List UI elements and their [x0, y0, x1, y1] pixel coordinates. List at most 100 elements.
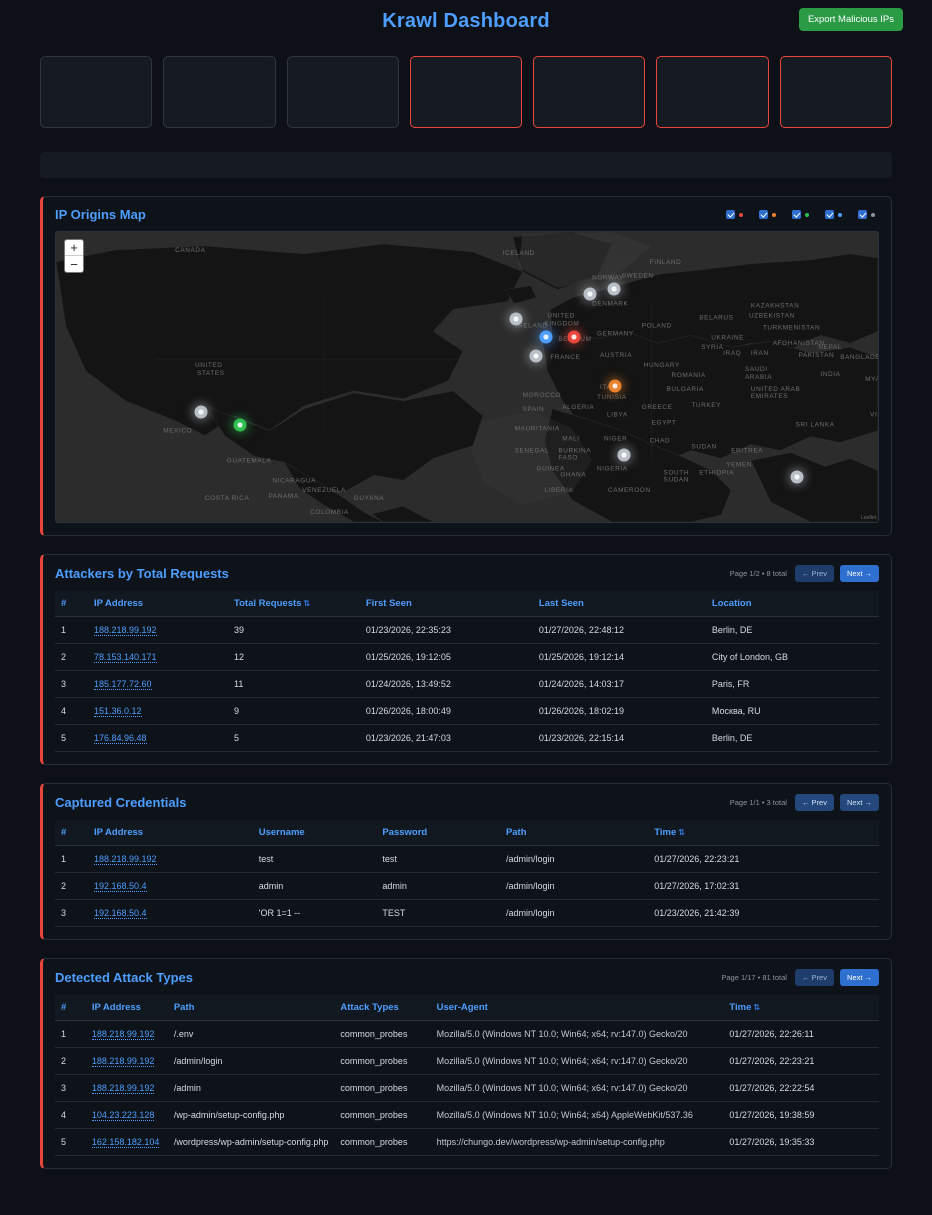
legend-item[interactable] — [792, 210, 813, 219]
marker-gulf-coast[interactable] — [233, 418, 247, 432]
svg-text:NICARAGUA: NICARAGUA — [272, 477, 316, 484]
column-header[interactable]: Username — [252, 820, 377, 846]
column-header[interactable]: User-Agent — [430, 995, 724, 1021]
export-malicious-ips-button[interactable]: Export Malicious IPs — [798, 8, 903, 31]
stat-card-row — [0, 46, 932, 128]
ip-address-link[interactable]: 188.218.99.192 — [91, 1083, 155, 1094]
ip-address-link[interactable]: 192.168.50.4 — [93, 908, 147, 919]
svg-text:YEMEN: YEMEN — [726, 461, 752, 468]
ip-address-link[interactable]: 188.218.99.192 — [91, 1056, 155, 1067]
legend-checkbox-icon[interactable] — [858, 210, 867, 219]
marker-france[interactable] — [529, 349, 543, 363]
attack-types-prev-button[interactable]: ← Prev — [794, 969, 834, 986]
credentials-prev-button[interactable]: ← Prev — [794, 794, 834, 811]
column-header[interactable]: IP Address — [85, 995, 168, 1021]
ip-address-link[interactable]: 176.84.96.48 — [93, 733, 147, 744]
map-zoom-controls[interactable]: + − — [64, 239, 84, 273]
ip-address-link[interactable]: 188.218.99.192 — [93, 625, 157, 636]
svg-text:ERITREA: ERITREA — [731, 447, 763, 454]
cell-username: 'OR 1=1 -- — [252, 899, 377, 927]
page-title: Krawl Dashboard — [382, 10, 550, 32]
svg-text:CAMEROON: CAMEROON — [608, 487, 651, 494]
cell-n: 3 — [55, 1074, 86, 1102]
legend-item[interactable] — [825, 210, 846, 219]
cell-n: 4 — [55, 697, 88, 725]
legend-checkbox-icon[interactable] — [825, 210, 834, 219]
table-row: 1 188.218.99.192 test test/admin/login 01/27… — [55, 845, 879, 873]
cell-last_seen: 01/24/2026, 14:03:17 — [532, 670, 706, 698]
ip-address-link[interactable]: 188.218.99.192 — [93, 854, 157, 865]
column-header[interactable]: # — [55, 820, 88, 846]
ip-address-link[interactable]: 185.177.72.60 — [93, 679, 152, 690]
marker-saudi-arabia[interactable] — [617, 448, 631, 462]
cell-ip: 188.218.99.192 — [85, 1074, 168, 1102]
cell-path: /wp-admin/setup-config.php — [167, 1101, 335, 1129]
ip-address-link[interactable]: 188.218.99.192 — [91, 1029, 155, 1040]
attackers-next-button[interactable]: Next → — [839, 565, 879, 582]
svg-text:PAKISTAN: PAKISTAN — [799, 352, 835, 359]
world-map[interactable]: ICELAND RUSSIA FINLAND NORWAY SWEDEN UNI… — [55, 231, 879, 523]
svg-text:NORWAY: NORWAY — [592, 275, 624, 282]
svg-text:NEPAL: NEPAL — [818, 344, 842, 351]
map-panel-title: IP Origins Map — [55, 207, 146, 222]
column-header[interactable]: Path — [499, 820, 649, 846]
column-header[interactable]: Location — [705, 591, 879, 617]
column-header[interactable]: # — [55, 591, 88, 617]
cell-requests: 5 — [228, 724, 360, 752]
marker-finland[interactable] — [607, 282, 621, 296]
column-header[interactable]: Attack Types — [334, 995, 431, 1021]
table-row: 5 176.84.96.48 5 01/23/2026, 21:47:03 01/23/… — [55, 724, 879, 752]
zoom-in-button[interactable]: + — [65, 240, 83, 256]
attackers-prev-button[interactable]: ← Prev — [794, 565, 834, 582]
cell-requests: 12 — [228, 643, 360, 671]
legend-checkbox-icon[interactable] — [759, 210, 768, 219]
ip-address-link[interactable]: 104.23.223.128 — [91, 1110, 155, 1121]
attack-types-table-header-row: # IP Address Path Attack Types User-Agent Tim… — [55, 995, 879, 1021]
cell-n: 3 — [55, 670, 88, 698]
svg-text:IRAN: IRAN — [751, 350, 769, 357]
marker-sweden[interactable] — [583, 287, 597, 301]
attackers-table-header-row: # IP Address Total Requests ⇅ First Seen Last… — [55, 591, 879, 617]
top-bar: Krawl Dashboard Export Malicious IPs — [0, 0, 932, 46]
stat-card — [163, 56, 276, 128]
column-header[interactable]: Path — [167, 995, 335, 1021]
legend-checkbox-icon[interactable] — [726, 210, 735, 219]
cell-n: 2 — [55, 643, 88, 671]
ip-address-link[interactable]: 151.36.0.12 — [93, 706, 142, 717]
cell-time: 01/27/2026, 22:23:21 — [648, 845, 879, 873]
legend-item[interactable] — [759, 210, 780, 219]
ip-address-link[interactable]: 192.168.50.4 — [93, 881, 147, 892]
column-header[interactable]: IP Address — [87, 820, 253, 846]
column-header[interactable]: Time ⇅ — [648, 820, 879, 846]
column-header[interactable]: Total Requests ⇅ — [228, 591, 360, 617]
legend-checkbox-icon[interactable] — [792, 210, 801, 219]
credentials-table-header-row: # IP Address Username Password Path Time ⇅ — [55, 820, 879, 846]
column-header[interactable]: Time ⇅ — [723, 995, 879, 1021]
credentials-pagination: Page 1/1 • 3 total ← Prev Next → — [730, 794, 879, 811]
marker-india[interactable] — [790, 470, 804, 484]
marker-germany[interactable] — [539, 330, 553, 344]
marker-bulgaria[interactable] — [608, 379, 622, 393]
attack-types-next-button[interactable]: Next → — [839, 969, 879, 986]
legend-item[interactable] — [726, 210, 747, 219]
column-header[interactable]: Last Seen — [532, 591, 706, 617]
column-header[interactable]: Password — [376, 820, 500, 846]
attack-types-panel: Detected Attack Types Page 1/17 • 81 tot… — [40, 958, 892, 1169]
marker-poland[interactable] — [567, 330, 581, 344]
marker-united-kingdom[interactable] — [509, 312, 523, 326]
ip-address-link[interactable]: 78.153.140.171 — [93, 652, 157, 663]
marker-united-states[interactable] — [194, 405, 208, 419]
legend-item[interactable] — [858, 210, 879, 219]
cell-ua: Mozilla/5.0 (Windows NT 10.0; Win64; x64… — [430, 1020, 724, 1048]
cell-location: Berlin, DE — [705, 616, 879, 644]
zoom-out-button[interactable]: − — [70, 256, 78, 272]
cell-ua: Mozilla/5.0 (Windows NT 10.0; Win64; x64… — [430, 1047, 724, 1075]
ip-address-link[interactable]: 162.158.182.104 — [91, 1137, 160, 1148]
column-header[interactable]: # — [55, 995, 86, 1021]
column-header[interactable]: IP Address — [87, 591, 229, 617]
credentials-panel-header: Captured Credentials Page 1/1 • 3 total … — [55, 794, 879, 811]
svg-text:LIBYA: LIBYA — [607, 412, 628, 419]
column-header[interactable]: First Seen — [359, 591, 533, 617]
credentials-next-button[interactable]: Next → — [839, 794, 879, 811]
attackers-page-status: Page 1/2 • 8 total — [729, 569, 787, 578]
